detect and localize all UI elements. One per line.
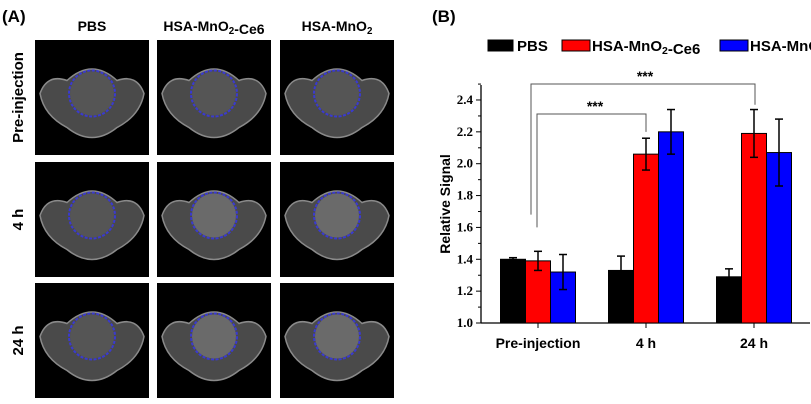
legend-label: HSA-MnO2 [750,38,811,57]
y-tick-label: 2.0 [457,156,473,171]
bar [500,258,526,324]
tumor-region [315,71,359,116]
tumor-region [315,314,359,359]
column-header: HSA-MnO2 [302,18,373,37]
tumor-region [192,193,236,238]
mri-image [280,40,394,155]
bar [741,132,767,324]
panel-b-label: (B) [432,7,456,26]
tumor-region [192,71,236,116]
y-tick-label: 2.2 [457,124,473,139]
bar [658,131,684,324]
y-tick-label: 1.6 [457,219,474,234]
legend-label: PBS [517,38,548,55]
y-tick-label: 1.4 [457,251,474,266]
bar [633,153,659,324]
legend-swatch [719,39,749,52]
column-header: PBS [78,18,107,34]
y-axis-label: Relative Signal [437,154,453,254]
y-tick-label: 2.4 [457,92,474,107]
roi-circle [68,69,116,118]
tumor-region [70,314,114,359]
mri-grid: PBS HSA-MnO2-Ce6 HSA-MnO2 Pre-injection 4 h 2… [10,18,394,398]
y-tick-label: 1.2 [457,283,473,298]
legend-label: HSA-MnO2-Ce6 [592,38,700,58]
mri-image [35,40,149,155]
tumor-region [70,71,114,116]
mri-image [157,283,271,398]
significance-label: *** [587,98,604,114]
roi-circle [313,312,361,361]
mri-image [35,162,149,277]
panel-a-label: (A) [2,7,26,26]
roi-circle [313,191,361,240]
mri-image [280,283,394,398]
significance-label: *** [637,68,654,84]
bar [525,260,551,324]
significance-bracket [536,113,647,228]
x-tick-label: Pre-injection [496,335,581,351]
roi-circle [190,191,238,240]
column-header: HSA-MnO2-Ce6 [163,18,264,37]
y-tick-label: 1.0 [457,315,473,330]
significance-bracket [530,83,756,215]
roi-circle [313,69,361,118]
row-label: 24 h [10,325,27,355]
roi-circle [68,191,116,240]
row-label: 4 h [10,209,27,231]
x-tick-label: 24 h [740,335,768,351]
y-tick-label: 1.8 [457,188,474,203]
tumor-region [315,193,359,238]
roi-circle [68,312,116,361]
tumor-region [70,193,114,238]
mri-image [157,162,271,277]
tumor-region [192,314,236,359]
legend-swatch [561,39,591,52]
row-label: Pre-injection [10,52,27,143]
bar-chart: PBS HSA-MnO2-Ce6 HSA-MnO2 1.0 1.2 1.4 1.6 1.8 2.… [437,38,811,351]
legend-swatch [487,39,514,52]
mri-image [35,283,149,398]
mri-image [157,40,271,155]
mri-image [280,162,394,277]
roi-circle [190,312,238,361]
x-tick-label: 4 h [636,335,656,351]
roi-circle [190,69,238,118]
